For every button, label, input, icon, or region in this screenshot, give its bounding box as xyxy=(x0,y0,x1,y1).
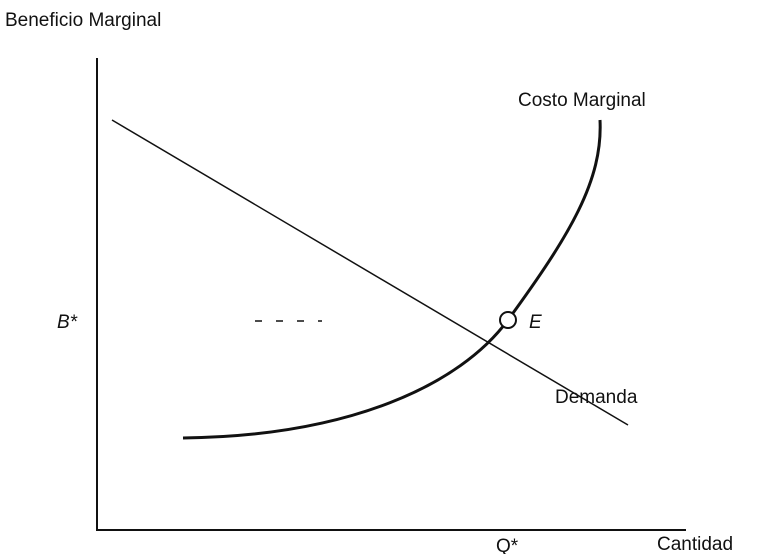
equilibrium-point xyxy=(499,311,517,329)
marginal-cost-curve xyxy=(182,119,602,440)
y-axis-label: Beneficio Marginal xyxy=(5,10,161,31)
demand-label: Demanda xyxy=(555,387,638,408)
demand-line xyxy=(111,119,629,426)
quantity-label: Q* xyxy=(496,536,519,554)
x-axis-label: Cantidad xyxy=(657,534,733,554)
marginal-cost-label: Costo Marginal xyxy=(518,90,646,111)
price-label: B* xyxy=(57,312,78,333)
equilibrium-label: E xyxy=(529,312,542,333)
